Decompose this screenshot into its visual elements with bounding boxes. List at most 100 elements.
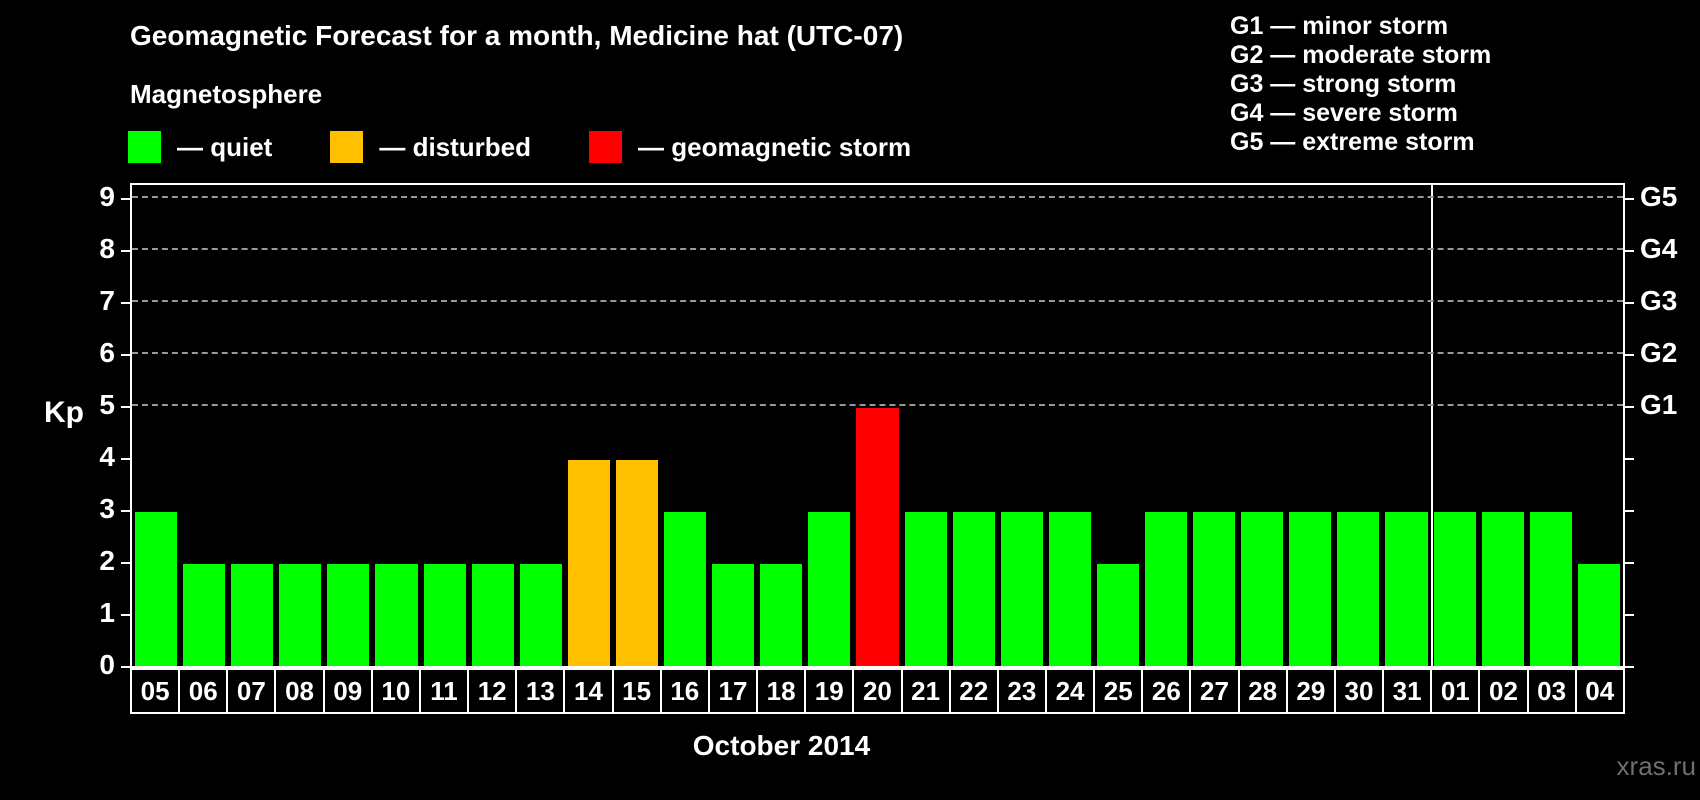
kp-bar-day-18-value-2 bbox=[760, 564, 803, 666]
bar-slot-day-11 bbox=[421, 185, 469, 666]
g-tick-label-G5: G5 bbox=[1640, 181, 1678, 212]
right-axis-tick bbox=[1625, 666, 1634, 668]
day-label-cell-10: 10 bbox=[372, 670, 421, 712]
bar-slot-day-17 bbox=[709, 185, 757, 666]
kp-bar-day-01-value-3 bbox=[1433, 512, 1476, 666]
left-axis-tick bbox=[121, 198, 130, 200]
grid-line-kp-9 bbox=[132, 196, 1623, 198]
kp-bar-day-16-value-3 bbox=[664, 512, 707, 666]
bar-slot-day-09 bbox=[324, 185, 372, 666]
day-label-cell-18: 18 bbox=[758, 670, 807, 712]
day-label-cell-31: 31 bbox=[1384, 670, 1433, 712]
kp-bar-day-09-value-2 bbox=[327, 564, 370, 666]
magnetosphere-subtitle: Magnetosphere bbox=[130, 79, 323, 109]
right-axis-tick bbox=[1625, 354, 1634, 356]
day-label-cell-11: 11 bbox=[420, 670, 470, 712]
kp-bar-day-22-value-3 bbox=[952, 512, 995, 666]
day-label-cell-27: 27 bbox=[1191, 670, 1240, 712]
legend-item-label: — quiet bbox=[177, 131, 273, 162]
day-label-cell-16: 16 bbox=[661, 670, 710, 712]
bar-slot-day-18 bbox=[757, 185, 805, 666]
day-label-cell-17: 17 bbox=[709, 670, 759, 712]
left-axis-tick bbox=[121, 562, 130, 564]
g-tick-label-G1: G1 bbox=[1640, 389, 1678, 420]
grid-line-kp-7 bbox=[132, 300, 1623, 302]
day-label-cell-03: 03 bbox=[1528, 670, 1577, 712]
right-axis-tick bbox=[1625, 198, 1634, 200]
kp-bar-day-10-value-2 bbox=[375, 564, 418, 666]
bar-slot-day-01 bbox=[1431, 185, 1479, 666]
day-label-cell-04: 04 bbox=[1576, 670, 1623, 712]
bar-slot-day-29 bbox=[1286, 185, 1334, 666]
kp-bar-day-23-value-3 bbox=[1000, 512, 1043, 666]
kp-tick-label-3: 3 bbox=[99, 493, 115, 524]
day-label-cell-05: 05 bbox=[132, 670, 181, 712]
left-axis-tick bbox=[121, 302, 130, 304]
bar-slot-day-03 bbox=[1527, 185, 1575, 666]
bar-slot-day-30 bbox=[1334, 185, 1382, 666]
day-label-cell-12: 12 bbox=[469, 670, 518, 712]
day-label-cell-25: 25 bbox=[1095, 670, 1144, 712]
kp-bar-day-19-value-3 bbox=[808, 512, 851, 666]
day-label-cell-26: 26 bbox=[1143, 670, 1192, 712]
kp-tick-label-2: 2 bbox=[99, 545, 115, 576]
left-axis-tick bbox=[121, 354, 130, 356]
day-label-cell-19: 19 bbox=[806, 670, 855, 712]
kp-bar-day-26-value-3 bbox=[1144, 512, 1188, 666]
kp-bar-day-20-value-5 bbox=[856, 408, 899, 666]
kp-bar-day-05-value-3 bbox=[135, 512, 178, 666]
day-label-cell-30: 30 bbox=[1335, 670, 1385, 712]
kp-bar-day-27-value-3 bbox=[1193, 512, 1236, 666]
day-label-cell-29: 29 bbox=[1287, 670, 1336, 712]
quiet-swatch-icon bbox=[128, 131, 161, 163]
left-axis-tick bbox=[121, 510, 130, 512]
kp-bar-day-13-value-2 bbox=[519, 564, 562, 666]
kp-bar-day-03-value-3 bbox=[1529, 512, 1572, 666]
day-label-cell-22: 22 bbox=[950, 670, 999, 712]
legend-item-quiet: — quiet bbox=[128, 131, 272, 163]
day-label-cell-13: 13 bbox=[517, 670, 566, 712]
bar-slot-day-24 bbox=[1046, 185, 1094, 666]
left-axis-tick bbox=[121, 250, 130, 252]
bar-slot-day-16 bbox=[661, 185, 709, 666]
bar-slot-day-20 bbox=[853, 185, 901, 666]
kp-bar-day-25-value-2 bbox=[1096, 564, 1139, 666]
kp-bar-day-06-value-2 bbox=[183, 564, 226, 666]
g-scale-legend-line: G4 — severe storm bbox=[1230, 99, 1458, 127]
g-scale-legend: G1 — minor storm G2 — moderate storm G3 … bbox=[1230, 12, 1491, 157]
month-separator-line bbox=[1430, 185, 1433, 666]
kp-bar-day-21-value-3 bbox=[904, 512, 947, 666]
bar-slot-day-19 bbox=[805, 185, 853, 666]
kp-tick-label-5: 5 bbox=[99, 389, 115, 420]
kp-bar-day-30-value-3 bbox=[1337, 512, 1380, 666]
bar-slot-day-31 bbox=[1382, 185, 1430, 666]
kp-tick-label-7: 7 bbox=[99, 285, 115, 316]
kp-bar-day-11-value-2 bbox=[423, 564, 466, 666]
day-label-cell-09: 09 bbox=[324, 670, 373, 712]
kp-bar-day-28-value-3 bbox=[1241, 512, 1284, 666]
day-label-cell-23: 23 bbox=[998, 670, 1047, 712]
kp-bar-day-12-value-2 bbox=[471, 564, 514, 666]
day-label-cell-02: 02 bbox=[1480, 670, 1529, 712]
kp-bar-day-07-value-2 bbox=[231, 564, 274, 666]
bar-slot-day-05 bbox=[132, 185, 180, 666]
bar-slot-day-12 bbox=[469, 185, 517, 666]
page-title: Geomagnetic Forecast for a month, Medici… bbox=[130, 20, 904, 51]
disturbed-swatch-icon bbox=[330, 131, 364, 163]
bar-slot-day-22 bbox=[950, 185, 998, 666]
bar-slot-day-15 bbox=[613, 185, 661, 666]
bar-slot-day-08 bbox=[276, 185, 324, 666]
watermark: xras.ru bbox=[1616, 751, 1696, 781]
bar-slot-day-06 bbox=[180, 185, 228, 666]
g-tick-label-G4: G4 bbox=[1640, 233, 1678, 264]
g-scale-legend-line: G1 — minor storm bbox=[1230, 12, 1449, 40]
right-axis-tick bbox=[1625, 250, 1634, 252]
day-label-cell-28: 28 bbox=[1239, 670, 1288, 712]
bar-slot-day-21 bbox=[902, 185, 950, 666]
bar-slot-day-07 bbox=[228, 185, 276, 666]
legend-item-disturbed: — disturbed bbox=[330, 131, 531, 163]
right-axis-tick bbox=[1625, 302, 1634, 304]
legend-item-storm: — geomagnetic storm bbox=[589, 131, 911, 163]
kp-axis-title: Kp bbox=[44, 396, 84, 429]
